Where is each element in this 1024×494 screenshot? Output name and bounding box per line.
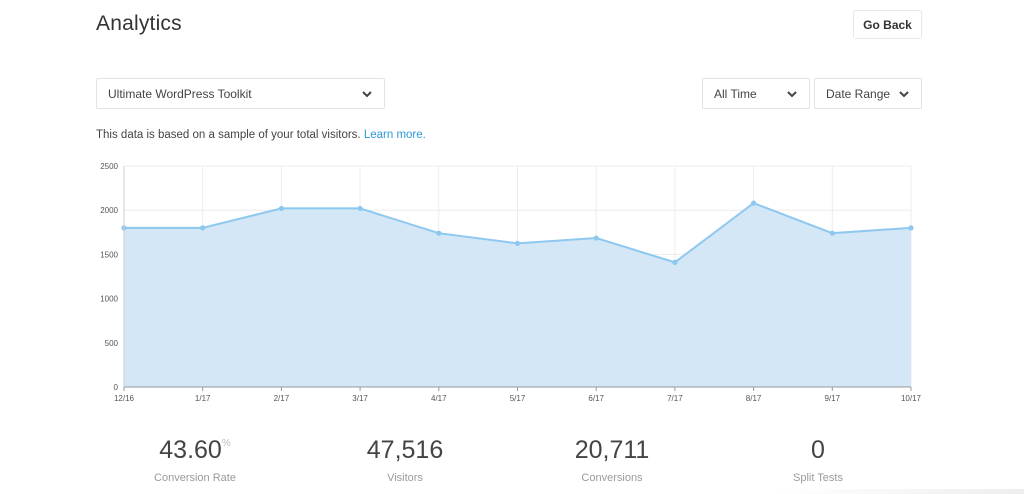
data-point bbox=[436, 230, 442, 236]
data-point bbox=[593, 235, 599, 241]
learn-more-link[interactable]: Learn more. bbox=[363, 129, 426, 141]
page-title: Analytics bbox=[96, 12, 182, 35]
period-select[interactable]: All Time bbox=[702, 78, 810, 109]
stat-value: 20,711 bbox=[574, 436, 650, 464]
x-tick-label: 10/17 bbox=[901, 394, 922, 403]
date-range-select[interactable]: Date Range bbox=[814, 78, 922, 109]
x-tick-label: 1/17 bbox=[195, 394, 211, 403]
sample-note-text: This data is based on a sample of your t… bbox=[96, 129, 361, 141]
data-point bbox=[278, 205, 284, 212]
data-point bbox=[908, 225, 914, 231]
data-point bbox=[514, 240, 521, 246]
x-tick-label: 9/17 bbox=[825, 394, 841, 403]
stat-visitors: 47,516 Visitors bbox=[305, 436, 505, 484]
stat-label: Conversion Rate bbox=[154, 472, 236, 484]
x-tick-label: 7/17 bbox=[667, 394, 683, 403]
y-tick-label: 500 bbox=[105, 339, 119, 348]
x-tick-label: 6/17 bbox=[588, 394, 604, 403]
y-tick-label: 1500 bbox=[100, 250, 118, 259]
x-tick-label: 2/17 bbox=[274, 394, 290, 403]
stat-unit: % bbox=[221, 438, 231, 449]
y-tick-label: 0 bbox=[114, 383, 119, 392]
stat-value: 43.60% bbox=[159, 436, 231, 464]
data-point bbox=[672, 259, 678, 265]
stat-conversions: 20,711 Conversions bbox=[512, 436, 712, 484]
chevron-down-icon bbox=[899, 90, 909, 97]
stat-label: Visitors bbox=[387, 472, 423, 484]
stat-label: Split Tests bbox=[793, 472, 843, 484]
data-point bbox=[751, 200, 757, 206]
x-tick-label: 12/16 bbox=[114, 394, 135, 403]
y-tick-label: 1000 bbox=[100, 295, 118, 304]
stat-conversion-rate: 43.60% Conversion Rate bbox=[95, 436, 295, 484]
go-back-button[interactable]: Go Back bbox=[853, 10, 922, 39]
bottom-fade bbox=[775, 489, 1024, 494]
product-select[interactable]: Ultimate WordPress Toolkit bbox=[96, 78, 385, 109]
sample-note: This data is based on a sample of your t… bbox=[96, 129, 426, 141]
period-select-value: All Time bbox=[714, 86, 757, 101]
x-tick-label: 8/17 bbox=[746, 394, 762, 403]
data-point bbox=[357, 205, 363, 212]
x-tick-label: 4/17 bbox=[431, 394, 447, 403]
stat-value: 0 bbox=[811, 436, 825, 464]
stat-value: 47,516 bbox=[366, 436, 444, 464]
stat-label: Conversions bbox=[581, 472, 643, 484]
data-point bbox=[829, 230, 835, 236]
chevron-down-icon bbox=[787, 90, 797, 97]
date-range-select-value: Date Range bbox=[826, 86, 891, 101]
y-tick-label: 2000 bbox=[100, 206, 118, 215]
series-area bbox=[124, 203, 911, 387]
data-point bbox=[200, 225, 206, 231]
x-tick-label: 5/17 bbox=[510, 394, 526, 403]
visitors-area-chart: 0 500 1000 1500 2000 2500 12/16 1/17 2/17 3/17 4/1… bbox=[100, 162, 922, 403]
y-tick-label: 2500 bbox=[100, 162, 118, 171]
stat-split-tests: 0 Split Tests bbox=[718, 436, 918, 484]
chevron-down-icon bbox=[362, 90, 372, 97]
x-tick-label: 3/17 bbox=[352, 394, 368, 403]
product-select-value: Ultimate WordPress Toolkit bbox=[108, 86, 252, 101]
